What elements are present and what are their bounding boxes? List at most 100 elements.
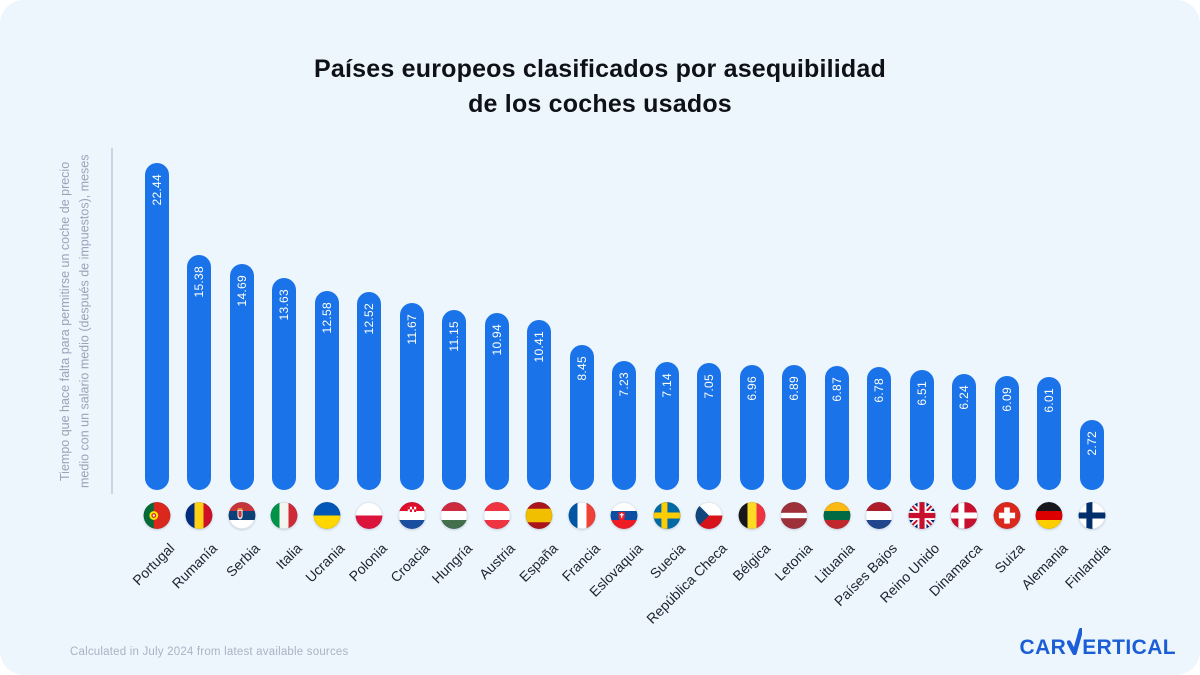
country-label: Letonia [771,540,816,584]
bar: 7.14 [654,362,679,490]
country-column: 10.94 Austria [476,148,518,582]
bar: 11.15 [442,310,466,490]
bar: 6.89 [782,365,806,490]
country-column: 15.38 Rumanía [169,148,220,591]
country-label: España [515,540,561,585]
country-column: 12.58 Ucrania [302,148,348,585]
bar-value-label: 10.94 [489,324,504,356]
bar-value-label: 6.24 [957,385,971,410]
bar: 6.78 [867,367,891,490]
bar-value-label: 11.15 [447,321,461,352]
flag-denmark [950,502,978,529]
flag-latvia [780,502,808,529]
chart-title: Países europeos clasificados por asequib… [0,52,1200,121]
country-column: 7.14 Suecia [646,148,688,582]
country-label: Bélgica [729,540,773,584]
flag-lithuania [823,502,850,529]
country-label: Polonia [345,540,391,585]
country-label: República Checa [643,540,731,627]
logo-text-after-v: ERTICAL [1082,636,1176,659]
flag-slovakia [610,502,638,529]
bar-value-label: 11.67 [404,314,419,345]
country-column: 6.89 Letonia [772,148,815,584]
bar: 6.09 [994,376,1019,490]
flag-germany [1035,502,1063,529]
chart-title-line1: Países europeos clasificados por asequib… [314,55,886,83]
country-label: Serbia [222,540,263,580]
bar: 6.51 [909,370,934,490]
bar: 6.96 [739,365,764,490]
logo-check-v-icon [1066,627,1083,660]
country-label: Ucrania [302,540,348,586]
bar-value-label: 13.63 [277,289,291,321]
flag-portugal [143,502,170,529]
flag-uk [908,502,935,529]
bar-value-label: 6.51 [914,381,929,406]
bar: 10.94 [484,313,509,490]
country-label: Rumanía [168,540,221,592]
bar-value-label: 6.78 [872,378,886,403]
bar-value-label: 22.44 [149,174,164,206]
country-column: 14.69 Serbia [223,148,263,580]
bar: 12.52 [357,292,381,490]
flag-belgium [738,502,765,529]
flag-spain [525,502,553,529]
country-column: 6.24 Dinamarca [926,148,985,599]
bar-value-label: 10.41 [532,331,546,363]
flag-netherlands [865,502,893,529]
country-column: 8.45 Francia [558,148,603,584]
country-column: 12.52 Polonia [346,148,390,584]
bar-value-label: 15.38 [192,266,206,298]
country-column: 10.41 España [515,148,560,585]
country-column: 6.09 Suiza [992,148,1028,576]
flag-poland [355,502,383,529]
flag-serbia [228,502,255,529]
bar: 12.58 [314,291,339,490]
country-label: Alemania [1017,540,1071,593]
country-column: 6.01 Alemania [1018,148,1070,593]
bar: 15.38 [187,255,211,490]
logo-text-before-v: CAR [1019,636,1067,659]
bar-value-label: 8.45 [574,356,589,381]
country-label: Croacia [387,540,433,586]
country-column: 6.51 Reino Unido [877,148,943,606]
flag-switzerland [993,502,1020,529]
country-label: Austria [475,540,518,583]
flag-czechia [695,502,723,529]
flag-france [568,502,595,529]
bar-value-label: 14.69 [234,275,249,307]
chart-title-line2: de los coches usados [468,89,732,118]
flag-finland [1078,502,1105,529]
bar-value-label: 12.58 [319,302,334,334]
y-axis-label: Tiempo que hace falta para permitirse un… [58,154,92,488]
bar-value-label: 6.01 [1042,388,1056,413]
bar: 7.23 [612,361,636,490]
country-column: 6.87 Lituania [812,148,858,586]
bar: 6.87 [824,366,849,490]
bar: 7.05 [697,363,721,490]
flag-ukraine [313,502,340,529]
footer-note: Calculated in July 2024 from latest avai… [70,646,349,658]
bar: 22.44 [144,163,169,490]
bar-value-label: 6.87 [829,377,844,402]
country-column: 7.05 República Checa [644,148,730,627]
country-column: 6.96 Bélgica [729,148,773,584]
bar: 8.45 [569,345,594,490]
bar-value-label: 12.52 [362,303,376,335]
bar-value-label: 7.14 [659,373,674,398]
country-label: Suiza [991,540,1028,577]
flag-croatia [398,502,425,529]
flag-sweden [653,502,680,529]
bar-value-label: 2.72 [1084,431,1099,456]
country-column: 11.67 Croacia [387,148,433,585]
bar-value-label: 7.05 [702,374,716,399]
y-axis-line [111,148,113,494]
bar-chart: 22.44 Portugal 15.38 Rumanía 14.69 Serbi… [130,148,1113,627]
country-column: 6.78 Países Bajos [831,148,900,609]
bar: 14.69 [229,264,254,490]
bar-value-label: 6.96 [744,376,759,401]
bar-value-label: 6.09 [999,387,1014,412]
bar: 2.72 [1079,420,1104,490]
country-column: 22.44 Portugal [130,148,178,588]
bar: 13.63 [272,278,296,490]
